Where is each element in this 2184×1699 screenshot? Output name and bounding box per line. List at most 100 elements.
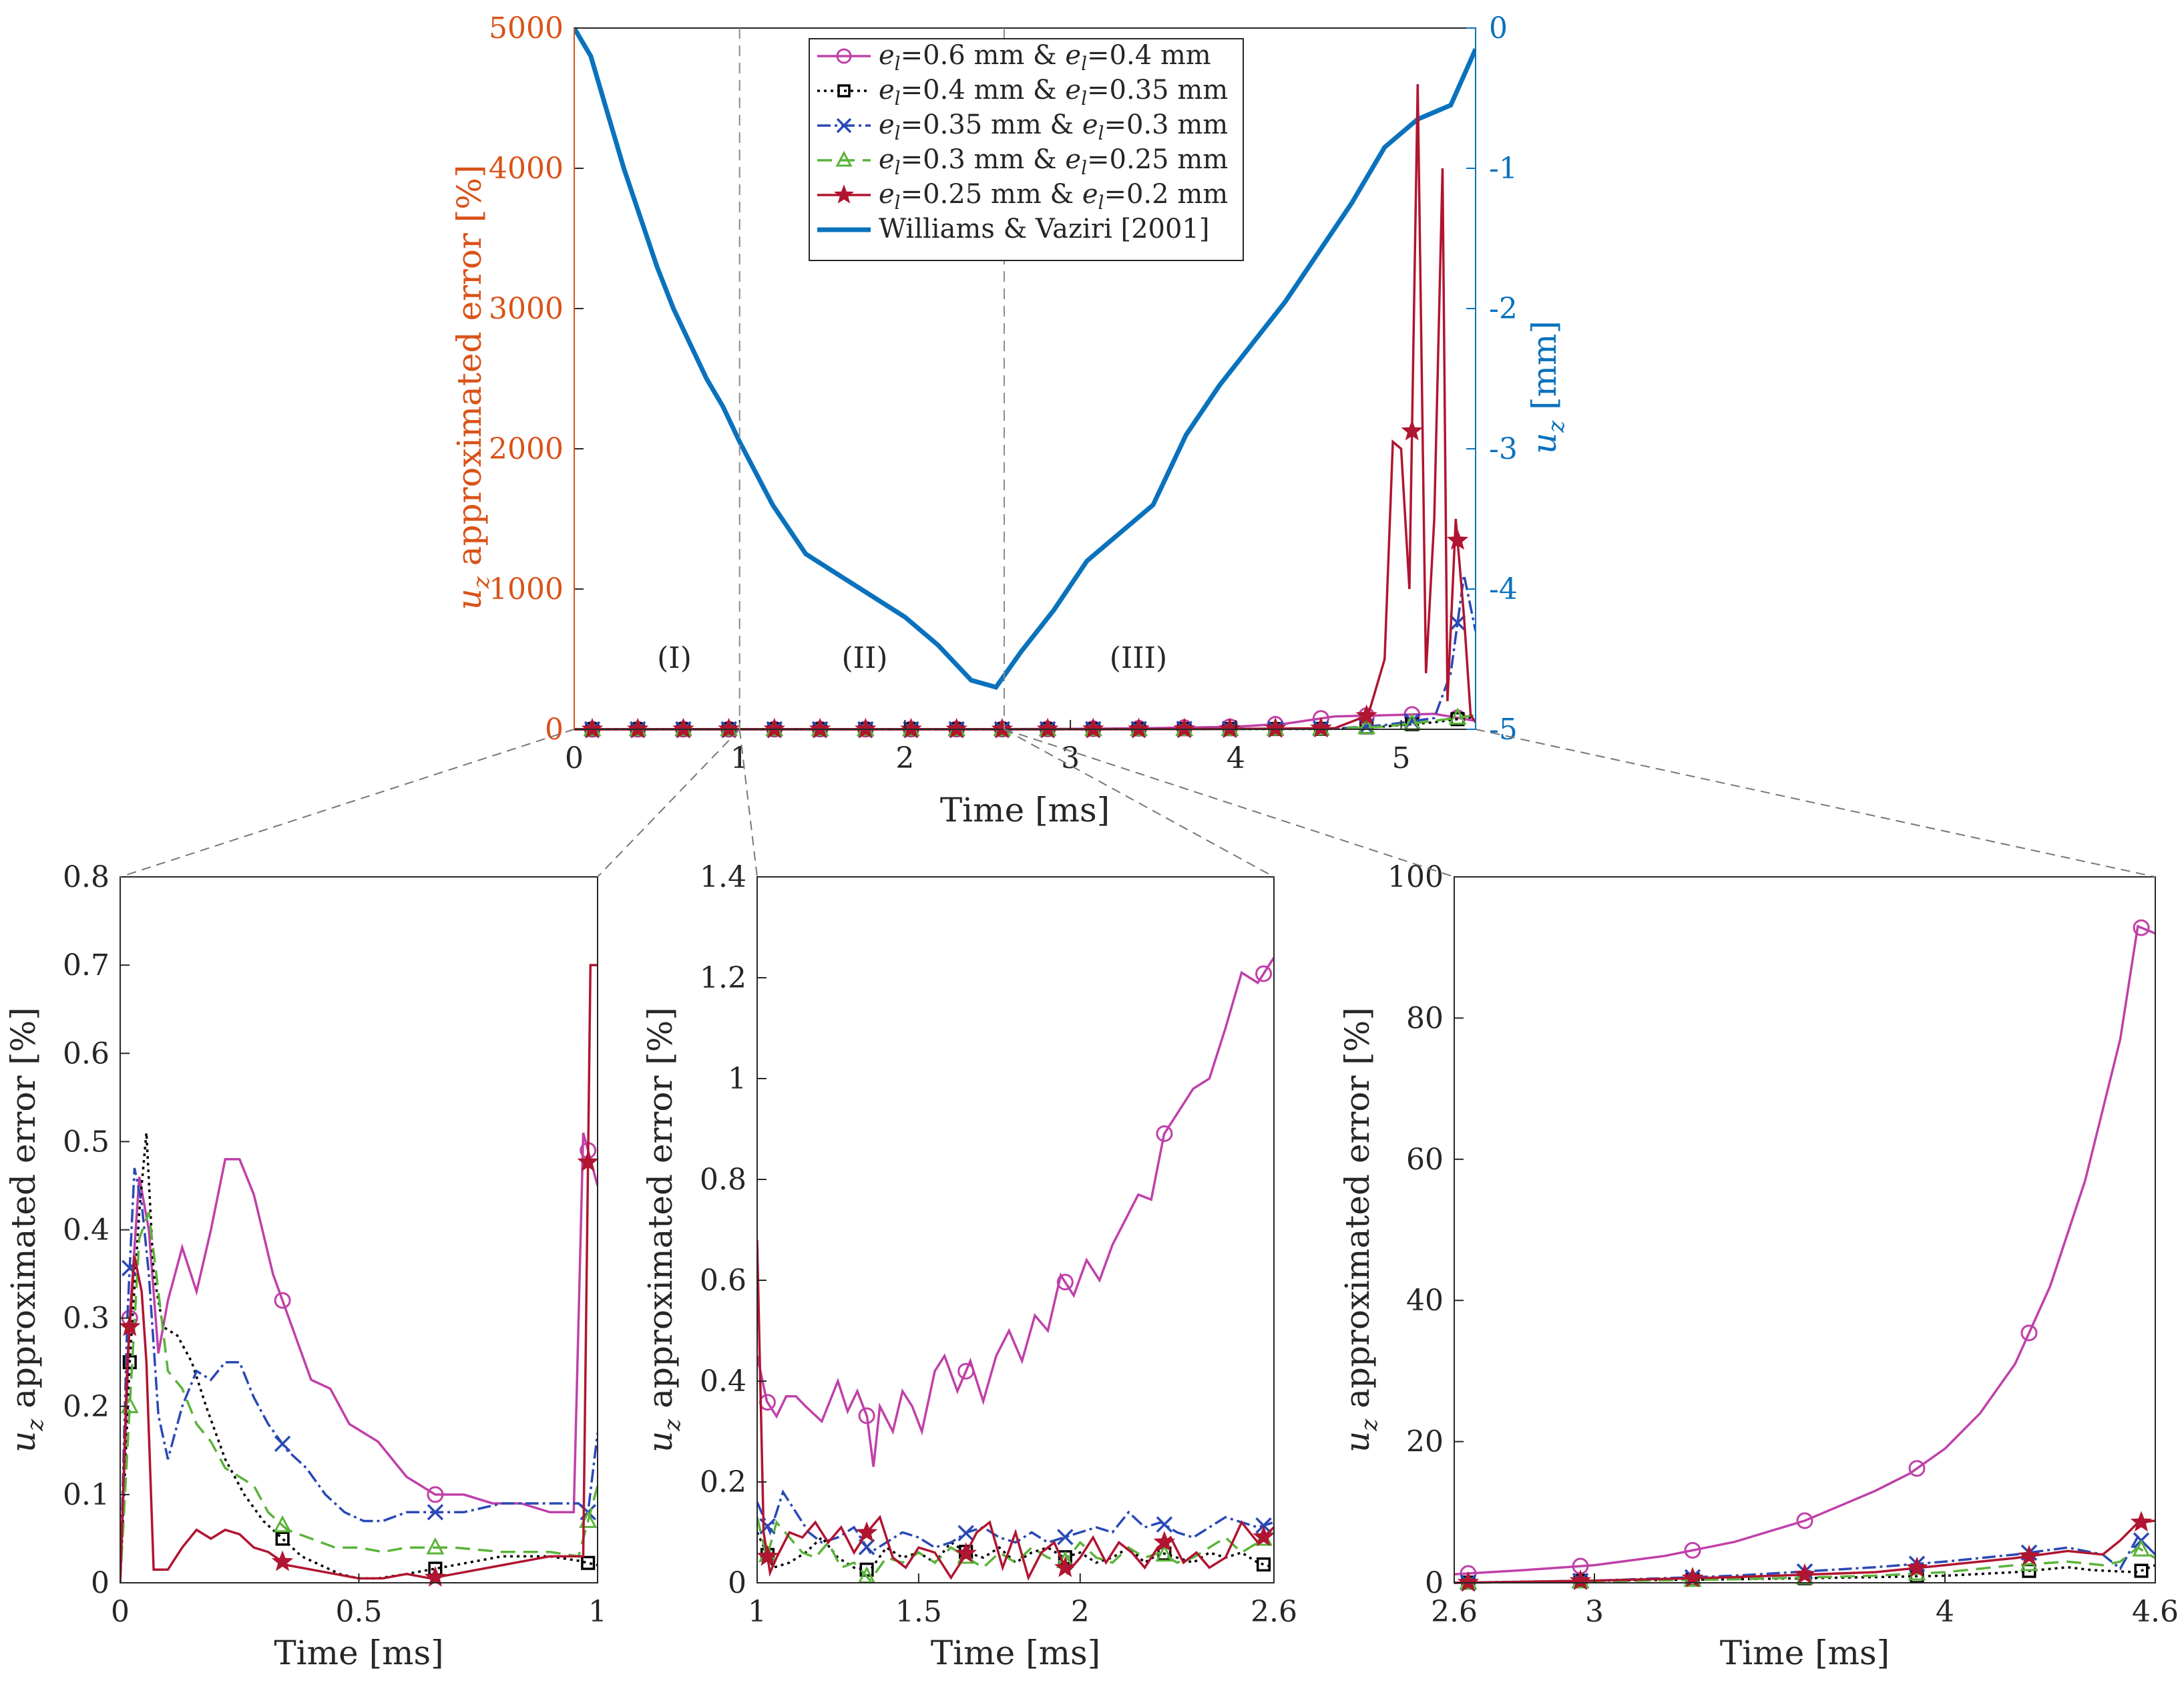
legend-label-c03: el=0.3 mm & el=0.25 mm — [879, 144, 1228, 179]
data-point-c025 — [1082, 717, 1104, 739]
data-point-c035 — [1449, 614, 1466, 631]
y-tick-label: 0 — [545, 713, 564, 747]
data-point-c025 — [1264, 717, 1287, 738]
data-point-c025 — [855, 1521, 878, 1542]
y-axis-label: uz approximated error [%] — [641, 1007, 686, 1453]
legend-sub: l — [895, 53, 901, 75]
legend-sub: l — [1081, 53, 1087, 75]
data-point-c04 — [2134, 1563, 2149, 1578]
x-tick-label: 0.5 — [336, 1595, 383, 1629]
y-tick-label: 0.8 — [63, 860, 110, 894]
y2-tick-label: -1 — [1489, 152, 1518, 186]
data-point-c03 — [273, 1515, 292, 1533]
legend-symbol: e — [879, 179, 895, 210]
y-label-symbol: u — [4, 1431, 43, 1453]
y2-tick-label: 0 — [1489, 11, 1508, 45]
y-tick-label: 40 — [1406, 1284, 1444, 1318]
y-tick-label: 0 — [91, 1566, 110, 1600]
legend-sub: l — [895, 122, 901, 144]
data-point-c025 — [991, 717, 1014, 739]
main-y-label-text: approximated error [%] — [450, 165, 489, 577]
data-point-c025 — [1153, 1531, 1176, 1552]
data-point-c025 — [1793, 1563, 1816, 1584]
region-label-I: (I) — [657, 641, 692, 675]
x-tick-label: 4.6 — [2132, 1595, 2179, 1629]
y-tick-label: 0.1 — [63, 1478, 110, 1512]
series-line-c04 — [120, 1133, 598, 1583]
data-point-c06 — [1255, 965, 1273, 982]
y-tick-label: 0.5 — [63, 1125, 110, 1159]
legend-symbol: e — [1082, 179, 1098, 210]
zoom-chart-region-II: 1 1.5 2 2.6 0 0.2 0.4 0.6 0.8 1 1.2 1.4 Time [ms] uz … — [641, 860, 1297, 1672]
data-point-c025 — [955, 1542, 977, 1563]
x-tick-label: 4 — [1936, 1595, 1954, 1629]
legend-text: =0.25 mm — [1087, 144, 1228, 175]
series-line-c04 — [757, 1531, 1274, 1571]
legend-marker-c06 — [836, 48, 852, 64]
data-point-c025 — [2130, 1511, 2153, 1532]
data-point-c06 — [2020, 1324, 2038, 1342]
legend-text: =0.35 mm & — [901, 110, 1082, 140]
y-tick-label: 3000 — [489, 292, 564, 326]
data-point-c06 — [1796, 1512, 1813, 1529]
series-line-c03 — [757, 1517, 1274, 1582]
series-line-c035 — [574, 574, 1476, 731]
legend-marker-c035 — [836, 118, 852, 134]
series-line-c06 — [1454, 924, 2155, 1576]
data-point-c04 — [1256, 1557, 1271, 1572]
legend-marker-c025 — [833, 184, 855, 204]
legend-label-c035: el=0.35 mm & el=0.3 mm — [879, 110, 1228, 144]
y-label-symbol: u — [1338, 1431, 1377, 1453]
y-tick-label: 0.4 — [700, 1364, 746, 1398]
x-tick-label: 1.5 — [895, 1595, 942, 1629]
data-point-c06 — [427, 1486, 444, 1503]
series-line-c03 — [120, 1211, 598, 1583]
legend-symbol: e — [1065, 75, 1081, 106]
right-y-label-text: [mm] — [1525, 321, 1564, 421]
zoom-chart-region-I: 0 0.5 1 0 0.1 0.2 0.3 0.4 0.5 0.6 0.7 0.8 Time [ms] u… — [4, 860, 607, 1672]
x-tick-label: 2.6 — [1431, 1595, 1478, 1629]
legend-sub: l — [1081, 157, 1087, 179]
data-point-c025 — [1253, 1525, 1275, 1547]
data-point-c025 — [1173, 717, 1195, 739]
data-point-c035 — [1255, 1517, 1272, 1534]
data-point-c03 — [426, 1537, 445, 1555]
data-point-c025 — [756, 1545, 779, 1566]
data-point-c025 — [581, 717, 604, 739]
zoom-connector — [1475, 729, 2156, 878]
x-tick-label: 5 — [1392, 741, 1411, 775]
legend-symbol: e — [1082, 110, 1098, 140]
data-point-c025 — [2018, 1545, 2040, 1566]
zoom-connector — [597, 729, 740, 878]
data-point-c025 — [809, 717, 831, 739]
series-line-c04 — [574, 715, 1476, 731]
zoom-chart-region-III: 2.6 3 4 4.6 0 20 40 60 80 100 Time [ms] uz approxim… — [1338, 860, 2179, 1672]
y-tick-label: 1 — [728, 1062, 746, 1096]
data-point-c025 — [1569, 1569, 1592, 1590]
data-point-c025 — [1219, 717, 1241, 739]
y-tick-label: 2000 — [489, 432, 564, 466]
zoom-connector — [120, 729, 575, 878]
y-axis-label: uz approximated error [%] — [1338, 1007, 1383, 1453]
legend-label-c04: el=0.4 mm & el=0.35 mm — [879, 75, 1228, 110]
legend-marker-c03 — [835, 150, 853, 167]
legend-sub: l — [1098, 122, 1104, 144]
data-point-c04 — [122, 1355, 137, 1370]
x-tick-label: 1 — [730, 741, 749, 775]
series-line-c06 — [120, 1132, 598, 1583]
plot-frame — [1454, 876, 2156, 1583]
y-axis-label: uz approximated error [%] — [4, 1007, 49, 1453]
region-label-II: (II) — [841, 641, 887, 675]
y-tick-label: 1.2 — [700, 961, 746, 995]
plot-frame — [756, 876, 1275, 1583]
y-label-text: approximated error [%] — [4, 1007, 43, 1419]
data-point-c025 — [718, 717, 740, 739]
data-point-c025 — [1457, 1571, 1480, 1592]
y2-tick-label: -2 — [1489, 292, 1518, 326]
data-point-c025 — [119, 1315, 141, 1336]
legend-symbol: e — [879, 40, 895, 71]
zoom-connector — [1004, 729, 1275, 878]
data-point-c025 — [1906, 1556, 1928, 1577]
